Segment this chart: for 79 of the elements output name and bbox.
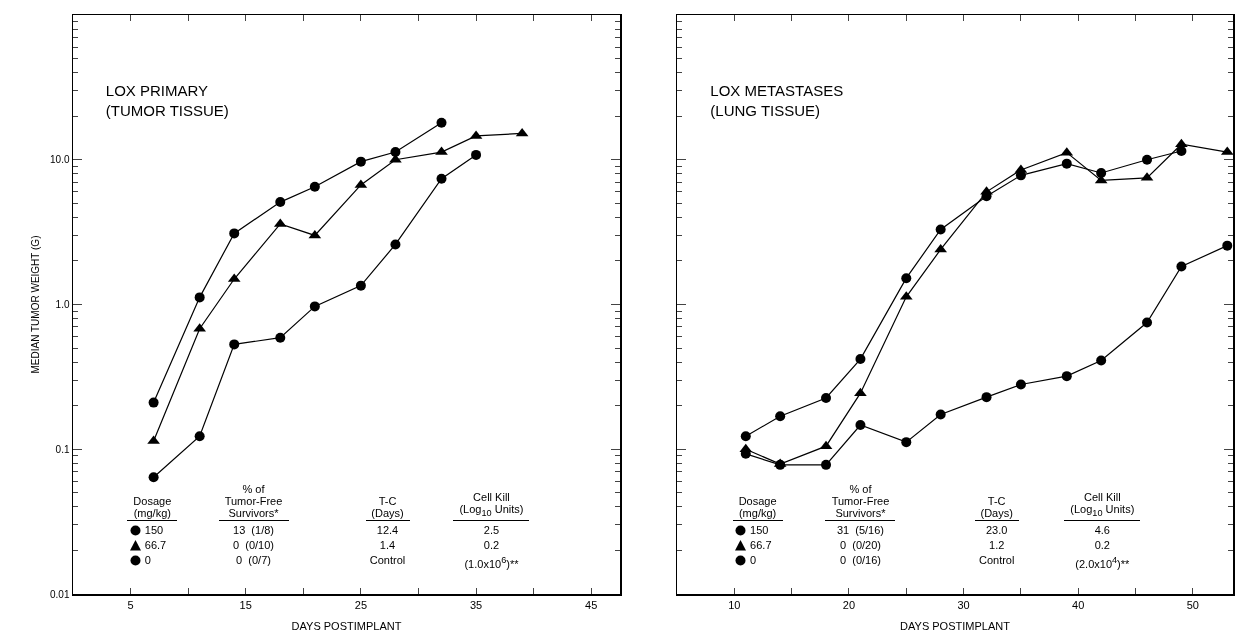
point (1096, 168, 1107, 178)
legend-label: 0 (144, 553, 152, 568)
point (355, 156, 366, 167)
point (821, 459, 832, 470)
annotation: % of Tumor-Free Survivors* (830, 483, 891, 520)
point (935, 224, 946, 235)
legend-label: 150 (750, 523, 770, 538)
x-tick-label: 45 (585, 598, 598, 611)
annotation: 13 (1/8) 0 (0/10) 0 (0/7) (232, 523, 275, 568)
annotation: 4.6 0.2 (2.0x10$^{4}$)** (1074, 523, 1131, 572)
point (901, 437, 912, 448)
point (436, 117, 447, 128)
point (855, 354, 866, 365)
x-tick-label: 50 (1186, 598, 1200, 611)
point (308, 229, 322, 239)
text: LOX METASTASES (LUNG TISSUE) (710, 82, 844, 119)
legend-label: 150 (144, 523, 165, 538)
x-tick-label: 30 (957, 598, 970, 611)
point (775, 411, 786, 422)
annotation: T-C (Days) (370, 495, 405, 520)
annotation: Cell Kill (Log$_{10}$ Units) (458, 490, 525, 520)
point (194, 431, 205, 442)
x-tick-label: 15 (239, 598, 252, 611)
point (515, 127, 529, 137)
point (1061, 158, 1072, 169)
x-tick-label: 25 (354, 598, 368, 611)
point (275, 197, 286, 208)
y-tick-label: 0.1 (55, 443, 70, 455)
point (901, 273, 912, 284)
point (1176, 261, 1187, 272)
point (390, 239, 401, 250)
annotation: 23.0 1.2 Control (977, 523, 1016, 568)
legend-title: Dosage (mg/kg) (737, 495, 778, 520)
legend-label: 0 (750, 553, 758, 568)
x-axis-title: DAYS POSTIMPLANT (900, 619, 1011, 632)
annotation: 2.5 0.2 (1.0x10$^{6}$)** (463, 523, 520, 572)
point (309, 181, 320, 192)
point (229, 339, 240, 350)
x-axis-title: DAYS POSTIMPLANT (291, 619, 402, 632)
point (934, 243, 948, 253)
x-tick-label: 10 (728, 598, 741, 611)
y-tick-label: 0.01 (50, 588, 70, 600)
point (821, 392, 832, 403)
point (194, 292, 205, 303)
point (309, 301, 320, 312)
x-tick-label: 40 (1072, 598, 1085, 611)
point (1142, 317, 1153, 328)
legend-label: 66.7 (144, 538, 168, 553)
annotation: 31 (5/16) 0 (0/20) 0 (0/16) (835, 523, 885, 568)
point (1142, 154, 1153, 165)
point (355, 280, 366, 291)
point (275, 332, 286, 343)
legend-title: Dosage (mg/kg) (132, 495, 173, 520)
annotation: 12.4 1.4 Control (368, 523, 407, 568)
annotation: Cell Kill (Log$_{10}$ Units) (1069, 490, 1136, 520)
point (935, 409, 946, 420)
point (740, 431, 751, 442)
y-tick-label: 10.0 (50, 154, 70, 166)
point (1015, 379, 1026, 390)
y-tick-label: 1.0 (55, 299, 70, 310)
annotation: % of Tumor-Free Survivors* (223, 483, 284, 520)
point (148, 472, 159, 483)
point (436, 173, 447, 184)
point (1222, 240, 1233, 251)
x-tick-label: 35 (469, 598, 483, 611)
point (390, 147, 401, 158)
point (1061, 371, 1072, 382)
point (471, 149, 482, 160)
y-axis-title: MEDIAN TUMOR WEIGHT (G) (30, 235, 42, 374)
text: LOX PRIMARY (TUMOR TISSUE) (105, 82, 229, 119)
point (229, 228, 240, 239)
point (1096, 355, 1107, 366)
annotation: T-C (Days) (979, 495, 1014, 520)
point (855, 420, 866, 431)
x-tick-label: 20 (842, 598, 856, 611)
x-tick-label: 5 (127, 598, 134, 611)
point (981, 392, 992, 403)
legend-label: 66.7 (750, 538, 773, 553)
point (148, 397, 159, 408)
